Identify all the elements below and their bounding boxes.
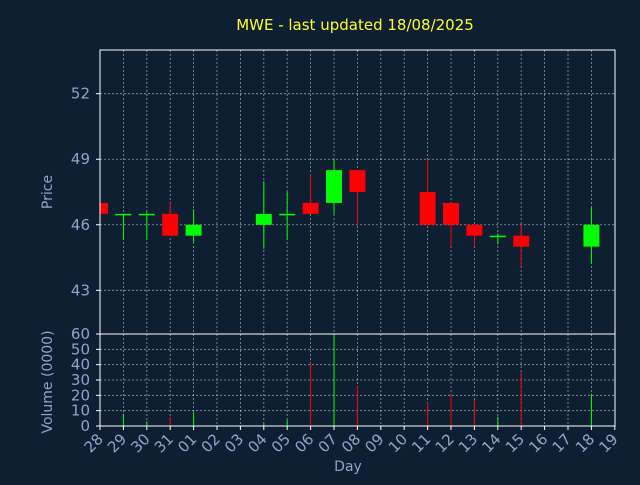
volume-axis-label: Volume (0000)	[40, 330, 56, 433]
candle-body	[255, 213, 272, 225]
candle-body	[162, 213, 179, 236]
volume-y-tick-label: 40	[71, 356, 90, 374]
price-y-tick-label: 52	[71, 85, 90, 103]
candle-body	[419, 192, 436, 225]
volume-y-tick-label: 60	[71, 325, 90, 343]
volume-y-tick-label: 30	[71, 371, 90, 389]
candle-body	[279, 213, 296, 216]
volume-bars	[122, 334, 592, 426]
candle-body	[326, 170, 342, 203]
candle-body	[115, 213, 132, 216]
price-axis-label: Price	[40, 175, 56, 209]
candle-body	[513, 235, 530, 247]
price-candles	[99, 159, 600, 267]
price-y-ticks: 43 46 49 52	[71, 85, 100, 299]
candle-body	[466, 224, 483, 236]
candle-body	[100, 202, 108, 214]
candle-body	[138, 213, 155, 216]
volume-y-tick-label: 10	[71, 402, 90, 420]
candle-body	[583, 224, 600, 247]
price-y-tick-label: 49	[71, 150, 90, 168]
candle-body	[302, 202, 319, 214]
candle-body	[489, 235, 506, 238]
chart-title: MWE - last updated 18/08/2025	[236, 16, 474, 34]
candle-body	[349, 170, 366, 192]
price-y-tick-label: 46	[71, 216, 90, 234]
volume-y-tick-label: 0	[80, 417, 90, 435]
candle-body	[443, 202, 459, 225]
volume-y-tick-label: 20	[71, 386, 90, 404]
volume-y-tick-label: 50	[71, 340, 90, 358]
x-axis-label: Day	[334, 459, 362, 475]
price-grid	[100, 50, 615, 334]
candle-body	[185, 224, 202, 236]
price-y-tick-label: 43	[71, 281, 90, 299]
